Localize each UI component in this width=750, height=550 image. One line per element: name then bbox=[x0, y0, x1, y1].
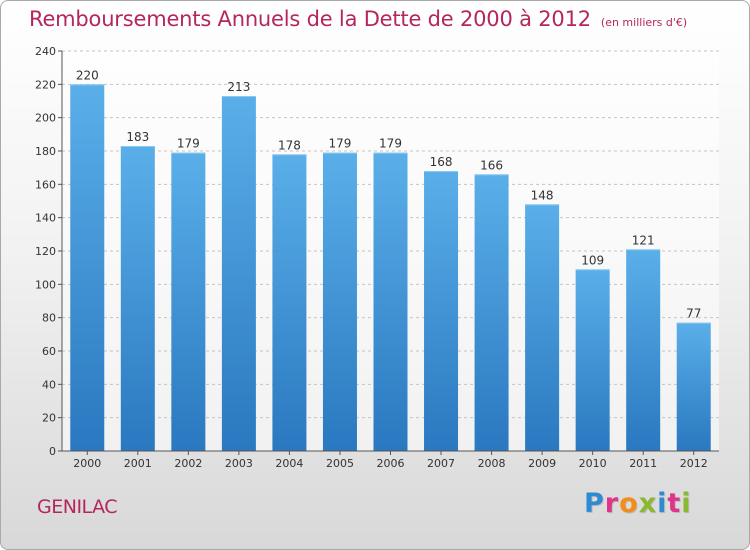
logo-letter: t bbox=[667, 488, 682, 519]
data-label-2011: 121 bbox=[632, 233, 655, 247]
logo-letter: i bbox=[681, 488, 692, 519]
y-tick-label: 40 bbox=[42, 378, 56, 391]
x-tick-label-2004: 2004 bbox=[275, 457, 303, 470]
logo-letter: r bbox=[604, 488, 620, 519]
x-tick-label-2006: 2006 bbox=[377, 457, 405, 470]
bars-layer: 220 183 179 213 178 179 179 168 166 148 109 121 77 bbox=[70, 68, 711, 452]
data-label-2000: 220 bbox=[76, 68, 99, 82]
bar-2011 bbox=[626, 249, 661, 451]
x-tick-label-2010: 2010 bbox=[579, 457, 607, 470]
y-tick-label: 80 bbox=[42, 312, 56, 325]
bar-2008 bbox=[474, 174, 509, 452]
logo-letter: o bbox=[619, 488, 639, 519]
y-tick-label: 160 bbox=[35, 178, 56, 191]
bar-2000 bbox=[70, 84, 105, 451]
logo-letter: x bbox=[638, 488, 658, 519]
y-tick-label: 20 bbox=[42, 412, 56, 425]
axis-layer: 0 20 40 60 80 100 120 140 160 180 200 220 240 2000 200… bbox=[35, 45, 719, 470]
data-label-2004: 178 bbox=[278, 138, 301, 152]
y-tick-label: 60 bbox=[42, 345, 56, 358]
data-label-2005: 179 bbox=[329, 137, 352, 151]
bar-2012 bbox=[676, 322, 711, 451]
data-label-2010: 109 bbox=[581, 253, 604, 267]
y-tick-label: 120 bbox=[35, 245, 56, 258]
bar-2010 bbox=[575, 269, 610, 451]
chart-title: Remboursements Annuels de la Dette de 20… bbox=[29, 7, 591, 31]
x-tick-label-2009: 2009 bbox=[528, 457, 556, 470]
chart-subtitle: (en milliers d'€) bbox=[600, 16, 688, 29]
data-label-2008: 166 bbox=[480, 158, 503, 172]
y-tick-label: 140 bbox=[35, 212, 56, 225]
commune-name: GENILAC bbox=[37, 496, 118, 518]
data-label-2012: 77 bbox=[686, 307, 701, 321]
bar-2003 bbox=[221, 96, 256, 451]
y-tick-label: 180 bbox=[35, 145, 56, 158]
title-row: Remboursements Annuels de la Dette de 20… bbox=[29, 7, 687, 31]
bar-2006 bbox=[373, 152, 408, 451]
x-tick-label-2011: 2011 bbox=[629, 457, 657, 470]
data-label-2002: 179 bbox=[177, 137, 200, 151]
x-tick-label-2005: 2005 bbox=[326, 457, 354, 470]
y-tick-label: 220 bbox=[35, 78, 56, 91]
data-label-2007: 168 bbox=[430, 155, 453, 169]
data-label-2006: 179 bbox=[379, 137, 402, 151]
bar-2007 bbox=[424, 171, 459, 451]
logo-letter: i bbox=[657, 488, 668, 519]
bar-2004 bbox=[272, 154, 307, 452]
data-label-2003: 213 bbox=[227, 80, 250, 94]
bar-2005 bbox=[322, 152, 357, 451]
proxiti-logo: Proxiti bbox=[584, 488, 692, 519]
x-tick-label-2008: 2008 bbox=[478, 457, 506, 470]
y-tick-label: 240 bbox=[35, 45, 56, 58]
y-tick-label: 100 bbox=[35, 278, 56, 291]
x-tick-label-2002: 2002 bbox=[174, 457, 202, 470]
data-label-2009: 148 bbox=[531, 188, 554, 202]
x-tick-label-2001: 2001 bbox=[124, 457, 152, 470]
bar-2002 bbox=[171, 152, 206, 451]
x-tick-label-2012: 2012 bbox=[680, 457, 708, 470]
x-tick-label-2007: 2007 bbox=[427, 457, 455, 470]
x-tick-label-2003: 2003 bbox=[225, 457, 253, 470]
x-tick-label-2000: 2000 bbox=[73, 457, 101, 470]
logo-letter: P bbox=[584, 488, 605, 519]
y-tick-label: 0 bbox=[49, 445, 56, 458]
data-label-2001: 183 bbox=[126, 130, 149, 144]
bar-2009 bbox=[525, 204, 560, 451]
y-tick-label: 200 bbox=[35, 112, 56, 125]
bar-2001 bbox=[120, 146, 155, 451]
